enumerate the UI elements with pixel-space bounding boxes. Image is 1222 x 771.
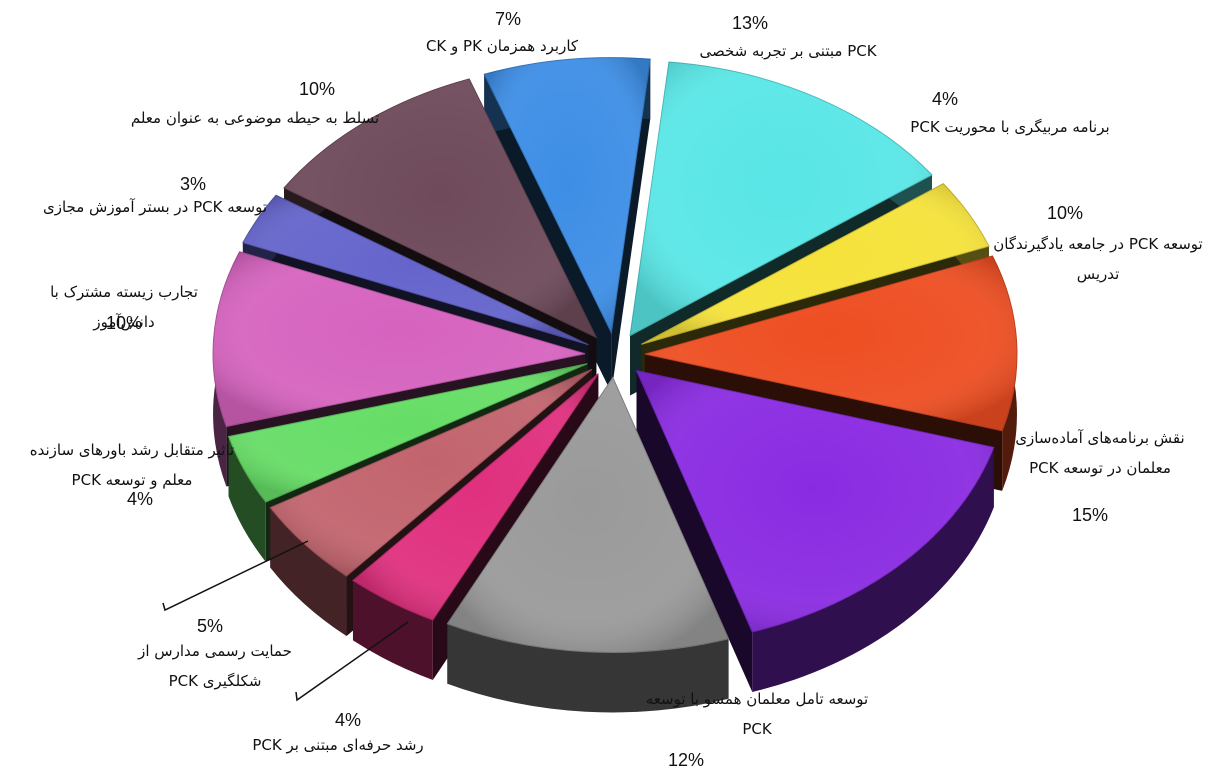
- slice-label-8-line-1: تاثیر متقابل رشد باورهای سازنده: [30, 441, 234, 459]
- slice-label-8-line-2: معلم و توسعه PCK: [72, 471, 193, 489]
- slice-label-7-line-2: شکلگیری PCK: [169, 672, 262, 690]
- slice-label-3-line-2: تدریس: [1077, 265, 1120, 283]
- slice-value-7: 5%: [197, 616, 223, 636]
- slice-value-2: 4%: [932, 89, 958, 109]
- slice-label-9-line-2: دانش‌آموز: [92, 313, 154, 331]
- slice-value-1: 13%: [732, 13, 768, 33]
- slice-label-10-line-1: توسعه PCK در بستر آموزش مجازی: [43, 198, 267, 216]
- slice-value-12: 7%: [495, 9, 521, 29]
- slice-side-wall: [611, 59, 651, 393]
- slice-value-9: 10%: [106, 313, 142, 333]
- slice-label-2-line-1: برنامه مربیگری با محوریت PCK: [910, 118, 1109, 136]
- slice-rim: [270, 507, 347, 637]
- slice-value-11: 10%: [299, 79, 335, 99]
- slice-gloss: [636, 370, 994, 632]
- slice-value-3: 10%: [1047, 203, 1083, 223]
- slice-gloss: [641, 183, 989, 345]
- pie-slice-6: [352, 373, 599, 680]
- slice-rim: [352, 580, 433, 680]
- slice-gloss: [644, 255, 1017, 431]
- slice-label-6-line-1: رشد حرفه‌ای مبتنی بر PCK: [252, 736, 423, 754]
- slice-gloss: [283, 78, 597, 338]
- leader-line-6: [295, 621, 409, 702]
- slice-value-5: 12%: [668, 750, 704, 770]
- slice-gloss: [484, 57, 651, 333]
- slice-label-3-line-1: توسعه PCK در جامعه یادگیرندگان: [993, 235, 1202, 253]
- slice-label-7-line-1: حمایت رسمی مدارس از: [137, 642, 292, 660]
- slice-value-8: 4%: [127, 489, 153, 509]
- slice-gloss: [242, 195, 589, 345]
- slice-label-9-line-1: تجارب زیسته مشترک با: [50, 283, 198, 301]
- pie-slice-4: [635, 369, 995, 692]
- slice-value-10: 3%: [180, 174, 206, 194]
- slice-label-5-line-2: PCK: [742, 720, 773, 738]
- slice-value-6: 4%: [335, 710, 361, 730]
- slice-gloss: [352, 373, 599, 620]
- slice-gloss: [447, 377, 729, 653]
- slice-gloss: [213, 251, 586, 427]
- leader-line-7: [162, 540, 309, 612]
- slice-rim: [752, 447, 994, 692]
- slice-label-4-line-1: نقش برنامه‌های آماده‌سازی: [1015, 429, 1184, 447]
- slice-labels: PCK مبتنی بر تجربه شخصی 13% برنامه مربیگری…: [30, 9, 1203, 770]
- slice-label-1-line-1: PCK مبتنی بر تجربه شخصی: [699, 42, 877, 60]
- slice-gloss: [228, 363, 588, 502]
- slice-value-4: 15%: [1072, 505, 1108, 525]
- slice-gloss: [270, 369, 592, 577]
- slice-rim: [228, 436, 266, 562]
- slice-label-11-line-1: تسلط به حیطه موضوعی به عنوان معلم: [131, 109, 379, 127]
- slice-label-5-line-1: توسعه تامل معلمان همسو با توسعه: [646, 690, 868, 708]
- slice-label-4-line-2: معلمان در توسعه PCK: [1029, 459, 1171, 477]
- slice-label-12-line-1: کاربرد همزمان PK و CK: [426, 37, 579, 55]
- slice-side-wall: [636, 370, 753, 692]
- pie-slice-5: [446, 376, 730, 713]
- slice-gloss: [630, 62, 932, 336]
- pie-slices: [212, 57, 1018, 713]
- slice-rim: [447, 623, 729, 713]
- leader-lines: [162, 540, 409, 702]
